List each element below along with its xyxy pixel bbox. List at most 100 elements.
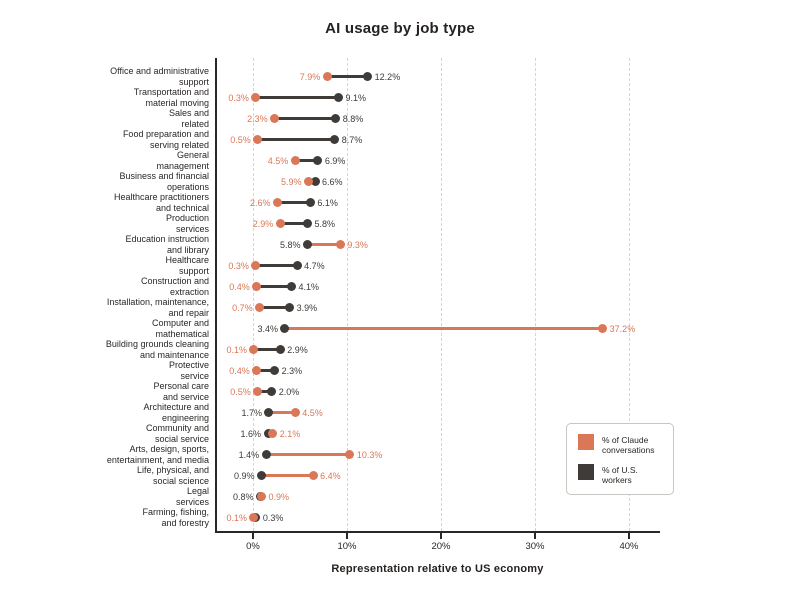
category-label-line: Sales and <box>168 108 209 118</box>
claude-value-label: 0.3% <box>228 260 249 271</box>
claude-series-swatch <box>578 434 594 450</box>
category-label-line: management <box>156 160 209 171</box>
x-tick-label: 10% <box>337 541 357 552</box>
category-label: Life, physical, and social science <box>1 465 209 486</box>
category-label: Office and administrative support <box>1 66 209 87</box>
dumbbell-connector <box>280 222 308 225</box>
workers-value-label: 2.9% <box>287 344 308 355</box>
dumbbell-connector <box>261 474 314 477</box>
category-label: Legal services <box>1 486 209 507</box>
claude-value-label: 10.3% <box>356 449 383 460</box>
x-tick-mark <box>440 533 442 539</box>
legend-item-claude: % of Claude conversations <box>578 434 662 455</box>
workers-value-label: 1.7% <box>241 407 262 418</box>
dumbbell-connector <box>327 75 368 78</box>
workers-dot <box>292 261 302 270</box>
claude-dot <box>345 450 355 459</box>
category-label: Protective service <box>1 360 209 381</box>
x-tick-label: 40% <box>619 541 639 552</box>
category-label-line: service <box>180 370 209 381</box>
category-label: Installation, maintenance, and repair <box>1 297 209 318</box>
workers-dot <box>303 219 313 228</box>
workers-dot <box>280 324 290 333</box>
claude-dot <box>308 471 318 480</box>
gridline <box>440 58 442 531</box>
chart-title: AI usage by job type <box>325 20 475 37</box>
claude-value-label: 0.7% <box>232 302 253 313</box>
claude-dot <box>253 135 263 144</box>
category-label-line: Life, physical, and <box>136 465 209 475</box>
workers-dot <box>261 450 271 459</box>
claude-dot <box>598 324 608 333</box>
claude-value-label: 7.9% <box>299 71 321 82</box>
dumbbell-connector <box>255 96 339 99</box>
claude-value-label: 0.4% <box>229 365 250 376</box>
category-label: Business and financial operations <box>1 171 209 192</box>
dumbbell-connector <box>253 348 281 351</box>
workers-dot <box>331 114 341 123</box>
workers-series-swatch <box>578 464 594 480</box>
category-label-line: support <box>178 265 209 276</box>
workers-value-label: 2.3% <box>281 365 303 376</box>
gridline <box>534 58 536 531</box>
category-label-line: social science <box>152 475 209 486</box>
dumbbell-connector <box>277 201 311 204</box>
workers-series-label: % of U.S. workers <box>602 465 638 485</box>
category-label-line: Office and administrative <box>110 66 209 76</box>
workers-value-label: 8.7% <box>341 134 363 145</box>
workers-value-label: 5.8% <box>280 239 301 250</box>
category-label: Transportation and material moving <box>1 87 209 108</box>
category-label-line: Business and financial <box>119 171 209 181</box>
category-label: Construction and extraction <box>1 276 209 297</box>
gridline <box>346 58 348 531</box>
claude-value-label: 5.9% <box>280 176 302 187</box>
workers-value-label: 5.8% <box>314 218 336 229</box>
claude-value-label: 0.4% <box>229 281 250 292</box>
dumbbell-connector <box>255 264 298 267</box>
category-label-line: Arts, design, sports, <box>129 444 209 454</box>
category-label-line: Legal <box>186 486 209 496</box>
category-label-line: Computer and <box>151 318 209 328</box>
category-label: Farming, fishing, and forestry <box>1 507 209 528</box>
category-label: Education instruction and library <box>1 234 209 255</box>
claude-dot <box>252 282 262 291</box>
workers-value-label: 2.0% <box>278 386 300 397</box>
workers-value-label: 4.7% <box>304 260 325 271</box>
category-label: General management <box>1 150 209 171</box>
workers-value-label: 3.9% <box>296 302 318 313</box>
dumbbell-connector <box>307 243 341 246</box>
claude-dot <box>270 114 280 123</box>
category-label: Healthcare practitioners and technical <box>1 192 209 213</box>
x-axis-line <box>215 531 660 533</box>
category-label-line: Personal care <box>153 381 209 391</box>
claude-dot <box>272 198 282 207</box>
claude-dot <box>253 387 263 396</box>
claude-value-label: 0.5% <box>230 386 251 397</box>
gridline <box>252 58 254 531</box>
category-label-line: entertainment, and media <box>106 454 209 465</box>
category-label-line: and service <box>162 391 209 402</box>
category-label: Community and social service <box>1 423 209 444</box>
category-label-line: Protective <box>168 360 209 370</box>
category-label-line: and repair <box>168 307 209 318</box>
workers-dot <box>267 387 277 396</box>
plot-area: Office and administrative support 7.9% 12.2… <box>106 58 660 531</box>
claude-value-label: 4.5% <box>302 407 323 418</box>
claude-value-label: 6.4% <box>320 470 341 481</box>
category-label-line: Architecture and <box>143 402 209 412</box>
dumbbell-connector <box>274 117 336 120</box>
workers-dot <box>263 429 273 438</box>
category-label-line: Farming, fishing, <box>142 507 209 517</box>
y-axis-line <box>215 58 217 531</box>
dumbbell-connector <box>256 285 292 288</box>
workers-dot <box>287 282 297 291</box>
workers-value-label: 8.8% <box>342 113 364 124</box>
category-label-line: engineering <box>161 412 209 423</box>
claude-value-label: 0.1% <box>226 512 247 523</box>
category-label-line: operations <box>166 181 209 192</box>
dumbbell-connector <box>268 411 296 414</box>
dumbbell-connector <box>266 453 350 456</box>
x-tick-label: 20% <box>431 541 451 552</box>
workers-value-label: 1.4% <box>238 449 260 460</box>
workers-value-label: 6.9% <box>324 155 346 166</box>
